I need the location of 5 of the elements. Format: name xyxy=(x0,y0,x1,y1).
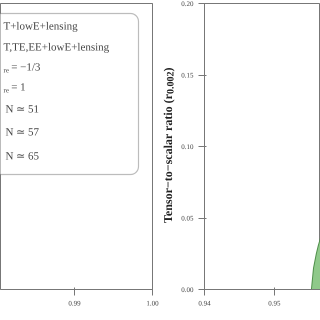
text: N ≃ 51 xyxy=(6,104,39,116)
text: N ≃ 65 xyxy=(6,150,40,162)
text: N ≃ 57 xyxy=(6,126,40,138)
text: T+lowE+lensing xyxy=(4,20,78,32)
text: T,TE,EE+lowE+lensing xyxy=(4,42,110,54)
